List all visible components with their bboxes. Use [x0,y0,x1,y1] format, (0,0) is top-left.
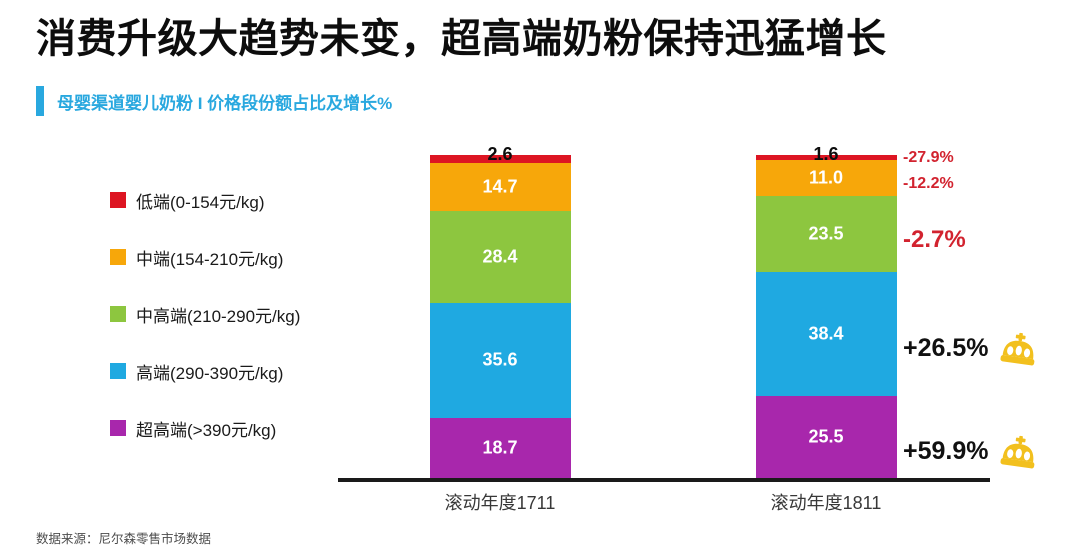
segment-value-label: 35.6 [482,349,518,370]
legend-label: 中端(154-210元/kg) [136,249,284,269]
segment-value-label: 2.6 [487,144,513,164]
subtitle-accent-bar [36,86,44,116]
legend-item: 中端(154-210元/kg) [110,246,284,269]
growth-annotation: +26.5% [903,332,1040,366]
bar-segment: 38.4 [755,271,897,396]
growth-annotation: -27.9% [903,149,954,167]
bar-segment: 23.5 [755,195,897,272]
segment-value-label: 28.4 [482,246,518,267]
legend-item: 低端(0-154元/kg) [110,189,265,212]
legend-label: 低端(0-154元/kg) [136,192,265,212]
segment-value-label: 23.5 [808,223,844,244]
growth-annotation-text: +59.9% [903,437,989,466]
segment-value-label: 25.5 [808,426,844,447]
segment-value-label: 11.0 [808,167,844,188]
growth-annotation-text: -2.7% [903,225,966,253]
chart-subtitle-block: 母婴渠道婴儿奶粉 I 价格段份额占比及增长% [36,86,392,116]
bar-segment: 11.0 [755,160,897,196]
growth-annotation: +59.9% [903,435,1040,469]
bar-segment: 2.6 [429,144,571,164]
page-title: 消费升级大趋势未变，超高端奶粉保持迅猛增长 [36,17,887,61]
x-axis-category-label: 滚动年度1711 [444,493,556,513]
legend-swatch [110,363,126,379]
segment-value-label: 14.7 [482,176,518,197]
growth-annotation-text: +26.5% [903,334,989,363]
chart-subtitle: 母婴渠道婴儿奶粉 I 价格段份额占比及增长% [57,93,393,113]
segment-value-label: 38.4 [808,323,844,344]
legend-label: 中高端(210-290元/kg) [136,306,301,326]
bar-segment: 14.7 [429,163,571,211]
crown-icon [999,332,1034,366]
legend-swatch [110,249,126,265]
legend-label: 高端(290-390元/kg) [136,363,284,383]
crown-icon [999,435,1034,469]
growth-annotation-text: -12.2% [903,174,954,192]
x-axis-line [338,478,990,482]
legend-item: 中高端(210-290元/kg) [110,303,301,326]
bar-segment: 35.6 [429,302,571,418]
bar-segment: 1.6 [755,144,897,164]
legend-swatch [110,420,126,436]
segment-value-label: 1.6 [813,144,839,164]
growth-annotation: -2.7% [903,226,966,254]
legend-item: 超高端(>390元/kg) [110,417,277,440]
growth-annotation-text: -27.9% [903,148,954,166]
data-source-note: 数据来源：尼尔森零售市场数据 [36,532,212,546]
legend-swatch [110,306,126,322]
legend-item: 高端(290-390元/kg) [110,360,284,383]
segment-value-label: 18.7 [482,437,518,458]
x-axis-category-label: 滚动年度1811 [770,493,882,513]
growth-annotation: -12.2% [903,175,954,193]
bar-segment: 25.5 [755,395,897,478]
bar-segment: 18.7 [429,417,571,478]
legend-label: 超高端(>390元/kg) [136,420,277,440]
bar-segment: 28.4 [429,210,571,303]
legend-swatch [110,192,126,208]
